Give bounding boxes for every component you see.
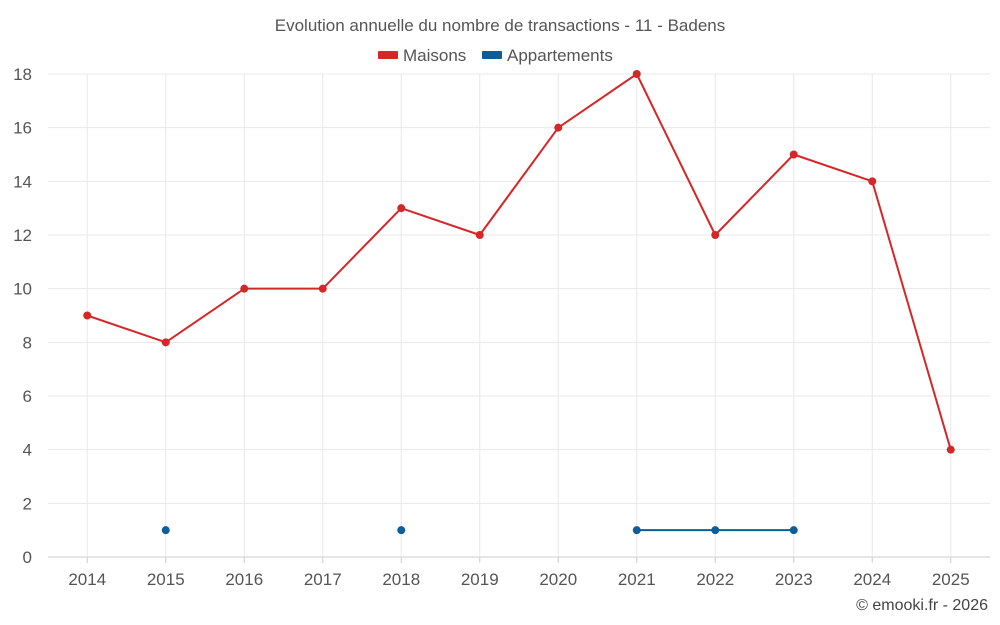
y-tick-label: 14 (13, 172, 32, 191)
x-tick-label: 2017 (304, 570, 342, 589)
data-point[interactable] (789, 150, 798, 159)
legend-label: Appartements (507, 46, 613, 65)
y-axis: 0 2 4 6 8 10 12 14 16 18 (13, 65, 32, 567)
series-line-segment (164, 287, 246, 344)
data-point[interactable] (946, 445, 955, 454)
y-tick-label: 10 (13, 280, 32, 299)
y-tick-label: 2 (23, 494, 32, 513)
data-point[interactable] (789, 526, 798, 535)
series-layer (83, 70, 955, 535)
series-appartements (161, 526, 798, 535)
legend-item-maisons[interactable]: Maisons (378, 46, 466, 65)
x-tick-label: 2014 (68, 570, 106, 589)
x-tick-label: 2018 (382, 570, 420, 589)
y-tick-label: 8 (23, 333, 32, 352)
data-point[interactable] (711, 526, 720, 535)
y-tick-label: 16 (13, 119, 32, 138)
data-point[interactable] (632, 526, 641, 535)
data-point[interactable] (868, 177, 877, 186)
series-line-segment (478, 126, 560, 236)
x-tick-label: 2024 (853, 570, 891, 589)
data-point[interactable] (318, 284, 327, 293)
data-point[interactable] (83, 311, 92, 320)
x-tick-label: 2020 (539, 570, 577, 589)
x-tick-label: 2015 (147, 570, 185, 589)
x-tick-label: 2021 (618, 570, 656, 589)
series-line-segment (321, 207, 403, 290)
data-point[interactable] (397, 204, 406, 213)
series-line-segment (557, 73, 638, 129)
series-line-segment (714, 153, 795, 236)
y-tick-label: 6 (23, 387, 32, 406)
x-tick-label: 2025 (932, 570, 970, 589)
x-tick-label: 2019 (461, 570, 499, 589)
series-line-segment (635, 73, 717, 236)
legend-label: Maisons (403, 46, 466, 65)
chart-title: Evolution annuelle du nombre de transact… (275, 16, 725, 35)
credit-text: © emooki.fr - 2026 (856, 597, 988, 614)
y-tick-label: 12 (13, 226, 32, 245)
data-point[interactable] (554, 123, 563, 132)
data-point[interactable] (397, 526, 406, 535)
y-tick-label: 0 (23, 548, 32, 567)
series-line-segment (792, 153, 874, 183)
data-point[interactable] (711, 231, 720, 239)
series-maisons (83, 70, 955, 454)
x-tick-label: 2016 (225, 570, 263, 589)
series-line-segment (871, 180, 952, 451)
grid-lines (48, 73, 990, 558)
x-tick-label: 2023 (775, 570, 813, 589)
legend-item-appartements[interactable]: Appartements (482, 46, 613, 65)
y-tick-label: 4 (23, 441, 32, 460)
legend-swatch (378, 51, 398, 59)
y-tick-label: 18 (13, 65, 32, 84)
legend: Maisons Appartements (378, 46, 613, 65)
data-point[interactable] (161, 338, 170, 347)
legend-swatch (482, 51, 502, 59)
x-axis: 2014 2015 2016 2017 2018 2019 2020 2021 2022 2023… (68, 557, 970, 589)
series-line-segment (400, 207, 481, 236)
data-point[interactable] (632, 70, 641, 78)
x-tick-label: 2022 (696, 570, 734, 589)
data-point[interactable] (240, 284, 249, 293)
series-line-segment (86, 314, 167, 344)
data-point[interactable] (161, 526, 170, 535)
data-point[interactable] (475, 231, 484, 239)
